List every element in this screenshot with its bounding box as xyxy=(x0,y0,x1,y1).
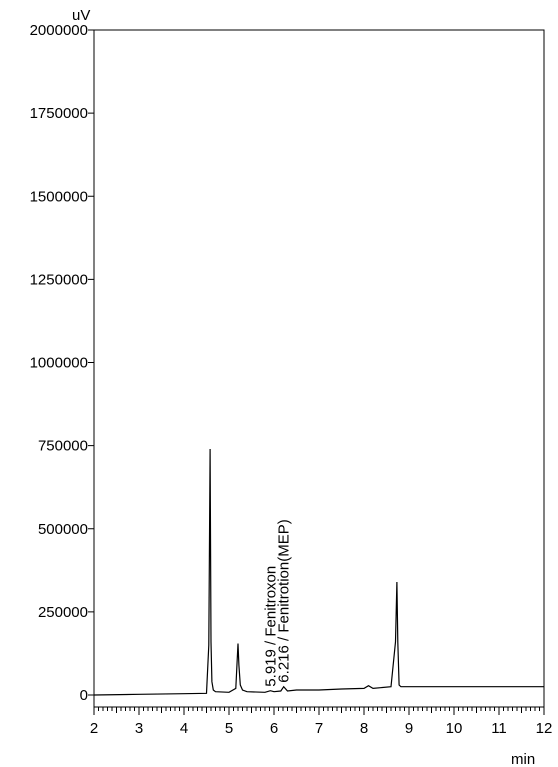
x-tick-label: 11 xyxy=(491,720,507,737)
y-tick-label: 0 xyxy=(80,687,88,704)
x-tick-label: 6 xyxy=(270,720,278,737)
x-axis: 2 3 4 5 6 7 8 9 10 11 12 xyxy=(90,707,553,737)
x-tick-label: 8 xyxy=(360,720,368,737)
peak-annotation: 5.919 / Fenitroxon xyxy=(262,566,279,687)
x-tick-label: 10 xyxy=(446,720,463,737)
plot-area xyxy=(93,29,545,708)
y-tick-label: 1750000 xyxy=(30,105,88,122)
y-axis: 0 250000 500000 750000 1000000 1250000 1500000… xyxy=(30,22,94,704)
x-tick-label: 5 xyxy=(225,720,233,737)
x-tick-label: 3 xyxy=(135,720,143,737)
x-tick-label: 12 xyxy=(536,720,553,737)
chromatogram-trace xyxy=(93,448,544,696)
x-unit-label: min xyxy=(511,751,535,767)
y-tick-label: 1500000 xyxy=(30,188,88,205)
y-tick-label: 250000 xyxy=(38,604,88,621)
y-tick-label: 2000000 xyxy=(30,22,88,39)
x-tick-label: 7 xyxy=(315,720,323,737)
y-tick-label: 1000000 xyxy=(30,355,88,372)
y-tick-label: 1250000 xyxy=(30,271,88,288)
x-tick-label: 4 xyxy=(180,720,188,737)
x-tick-label: 2 xyxy=(90,720,98,737)
y-tick-label: 500000 xyxy=(38,521,88,538)
y-unit-label: uV xyxy=(72,7,90,24)
x-tick-label: 9 xyxy=(405,720,413,737)
y-tick-label: 750000 xyxy=(38,438,88,455)
peak-annotation: 6.216 / Fenitrotion(MEP) xyxy=(276,519,293,682)
